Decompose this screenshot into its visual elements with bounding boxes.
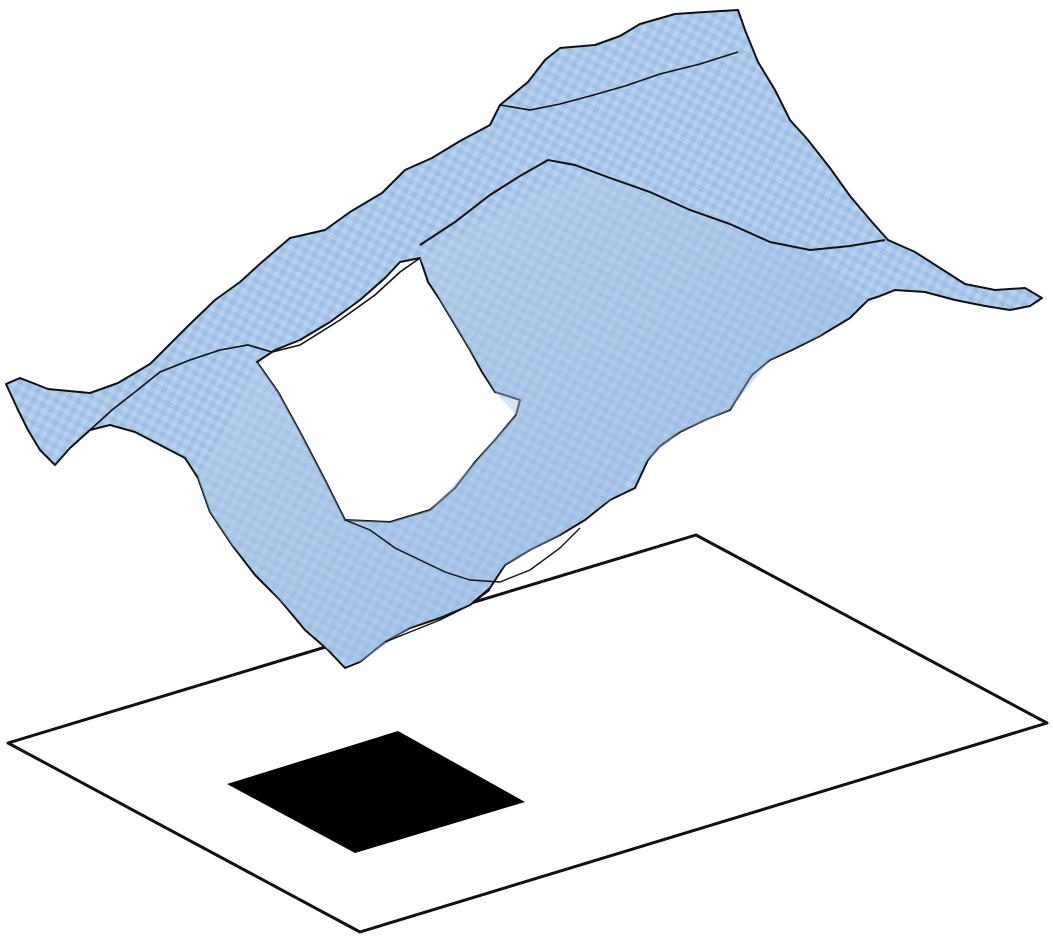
surface-front-shading	[198, 170, 868, 662]
ridge-line-left	[69, 257, 421, 449]
ridge-line-fold	[384, 589, 491, 643]
voxel-surface	[5, 9, 1043, 669]
ridge-line-lower	[344, 519, 581, 583]
obstacle-square	[227, 731, 525, 853]
ridge-line-upper	[419, 158, 886, 252]
ground-plane	[6, 533, 1049, 934]
ridge-line-back	[499, 51, 739, 111]
